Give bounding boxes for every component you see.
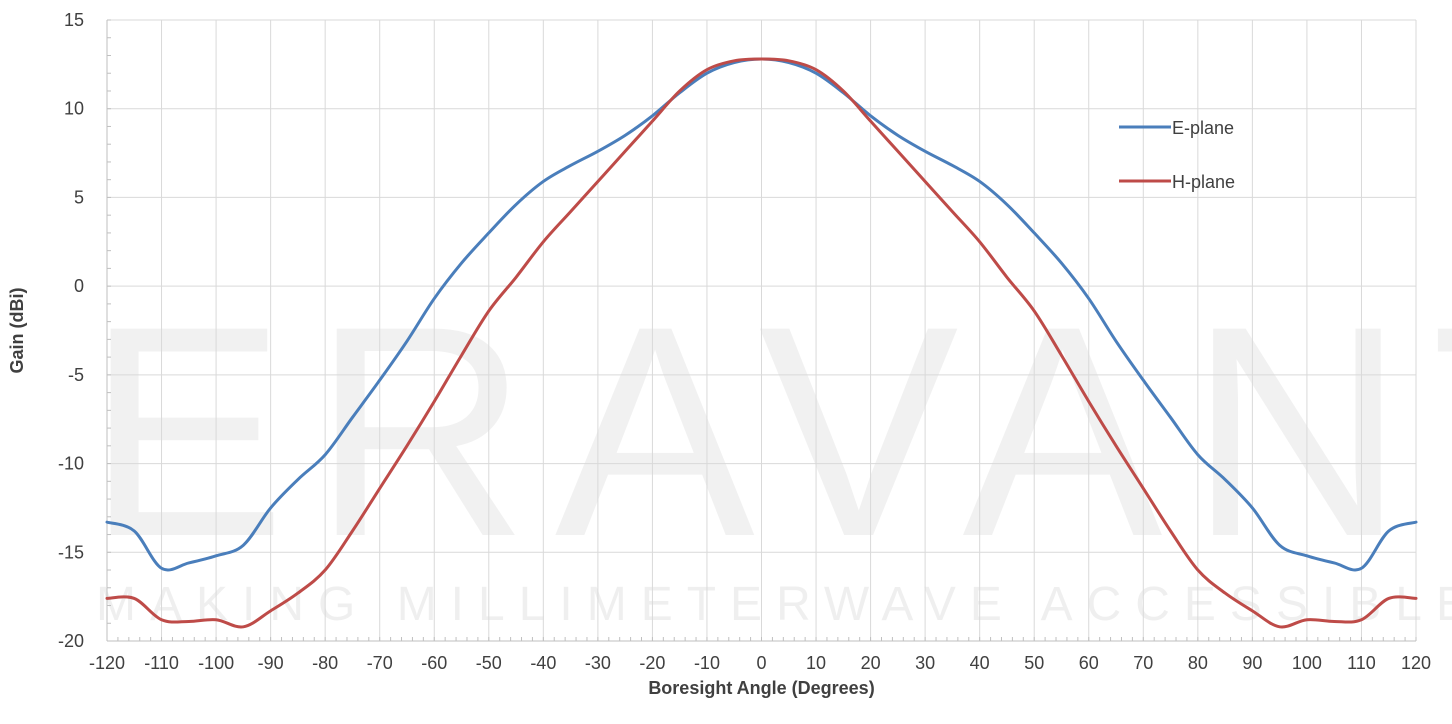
y-tick-labels: 15 10 5 0 -5 -10 -15 -20 bbox=[58, 10, 84, 651]
legend-label-h-plane: H-plane bbox=[1172, 172, 1235, 192]
x-tick-label: 30 bbox=[915, 653, 935, 673]
legend: E-plane H-plane bbox=[1119, 118, 1235, 192]
x-tick-label: 120 bbox=[1401, 653, 1431, 673]
y-tick-label: -15 bbox=[58, 542, 84, 562]
x-tick-label: -100 bbox=[198, 653, 234, 673]
y-tick-label: -10 bbox=[58, 454, 84, 474]
x-axis-title: Boresight Angle (Degrees) bbox=[648, 678, 874, 698]
watermark-brand: ERAVANT bbox=[86, 263, 1452, 599]
y-tick-label: 10 bbox=[64, 99, 84, 119]
x-tick-label: 90 bbox=[1242, 653, 1262, 673]
x-tick-label: 40 bbox=[970, 653, 990, 673]
x-tick-label: -50 bbox=[476, 653, 502, 673]
x-tick-label: -110 bbox=[144, 653, 179, 673]
x-tick-label: 100 bbox=[1292, 653, 1322, 673]
axes bbox=[106, 19, 1417, 642]
y-tick-label: 15 bbox=[64, 10, 84, 30]
x-tick-label: -60 bbox=[421, 653, 447, 673]
y-tick-label: -5 bbox=[68, 365, 84, 385]
watermark-tagline: MAKING MILLIMETERWAVE ACCESSIBLE bbox=[96, 578, 1452, 631]
series-lines bbox=[105, 57, 1418, 629]
x-tick-label: -120 bbox=[89, 653, 125, 673]
gridlines bbox=[106, 19, 1417, 642]
watermark: ERAVANT MAKING MILLIMETERWAVE ACCESSIBLE bbox=[86, 263, 1452, 631]
x-tick-label: -90 bbox=[258, 653, 284, 673]
x-tick-label: -40 bbox=[530, 653, 556, 673]
x-tick-label: -70 bbox=[367, 653, 393, 673]
x-tick-label: -30 bbox=[585, 653, 611, 673]
x-tick-label: 50 bbox=[1024, 653, 1044, 673]
x-tick-label: 110 bbox=[1347, 653, 1376, 673]
x-tick-label: -10 bbox=[694, 653, 720, 673]
x-tick-label: -80 bbox=[312, 653, 338, 673]
x-tick-label: -20 bbox=[639, 653, 665, 673]
x-tick-label: 0 bbox=[756, 653, 766, 673]
y-tick-label: -20 bbox=[58, 631, 84, 651]
y-tick-label: 5 bbox=[74, 187, 84, 207]
y-tick-label: 0 bbox=[74, 276, 84, 296]
x-tick-label: 60 bbox=[1079, 653, 1099, 673]
h-plane-series-line bbox=[105, 57, 1418, 629]
y-axis-title: Gain (dBi) bbox=[7, 288, 27, 374]
x-tick-label: 80 bbox=[1188, 653, 1208, 673]
x-tick-label: 10 bbox=[806, 653, 826, 673]
x-tick-label: 70 bbox=[1133, 653, 1153, 673]
x-tick-labels: -120 -110 -100 -90 -80 -70 -60 -50 -40 -30 -20 -10 0… bbox=[89, 653, 1431, 673]
legend-label-e-plane: E-plane bbox=[1172, 118, 1234, 138]
x-tick-label: 20 bbox=[861, 653, 881, 673]
